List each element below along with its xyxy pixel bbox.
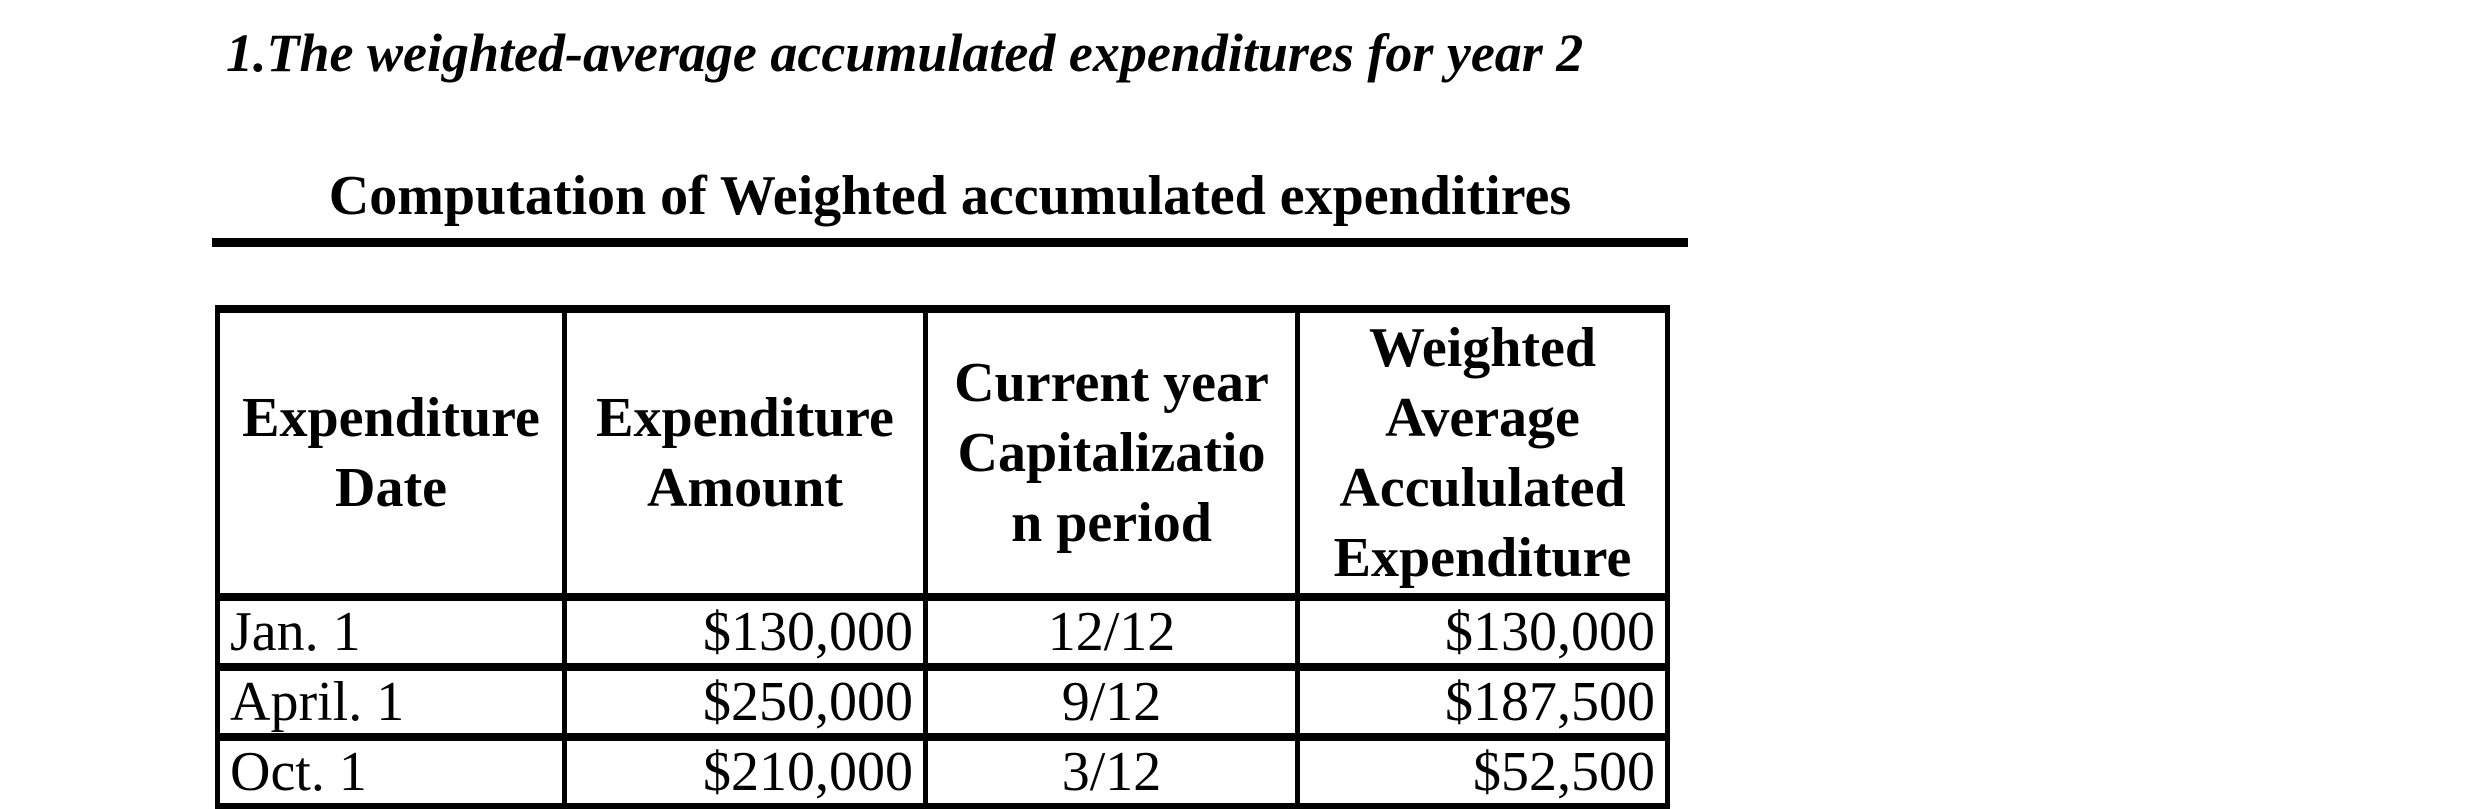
cell-expenditure-amount: $250,000 — [562, 663, 928, 741]
cell-expenditure-amount: $130,000 — [562, 593, 928, 671]
cell-weighted-average-expenditure: $187,500 — [1295, 663, 1670, 741]
table-row: Jan. 1 $130,000 12/12 $130,000 — [215, 593, 1670, 671]
cell-expenditure-date: Jan. 1 — [215, 593, 567, 671]
cell-expenditure-amount: $210,000 — [562, 733, 928, 809]
table-row: Oct. 1 $210,000 3/12 $52,500 — [215, 733, 1670, 809]
col-header-capitalization-period: Current year Capitalizatio n period — [923, 305, 1300, 601]
col-header-expenditure-amount: Expenditure Amount — [562, 305, 928, 601]
table-caption-underline: Computation of Weighted accumulated expe… — [212, 166, 1688, 247]
question-title: 1.The weighted-average accumulated expen… — [226, 23, 1584, 83]
cell-expenditure-date: Oct. 1 — [215, 733, 567, 809]
cell-capitalization-period: 3/12 — [923, 733, 1300, 809]
table-header-row: Expenditure Date Expenditure Amount Curr… — [215, 305, 1670, 601]
col-header-expenditure-date: Expenditure Date — [215, 305, 567, 601]
cell-expenditure-date: April. 1 — [215, 663, 567, 741]
table-caption: Computation of Weighted accumulated expe… — [328, 165, 1572, 227]
cell-weighted-average-expenditure: $130,000 — [1295, 593, 1670, 671]
col-header-weighted-average-accumulated-expenditure: Weighted Average Accululated Expenditure — [1295, 305, 1670, 601]
cell-capitalization-period: 12/12 — [923, 593, 1300, 671]
table-row: April. 1 $250,000 9/12 $187,500 — [215, 663, 1670, 741]
weighted-expenditures-table: Expenditure Date Expenditure Amount Curr… — [215, 305, 1670, 809]
cell-capitalization-period: 9/12 — [923, 663, 1300, 741]
cell-weighted-average-expenditure: $52,500 — [1295, 733, 1670, 809]
